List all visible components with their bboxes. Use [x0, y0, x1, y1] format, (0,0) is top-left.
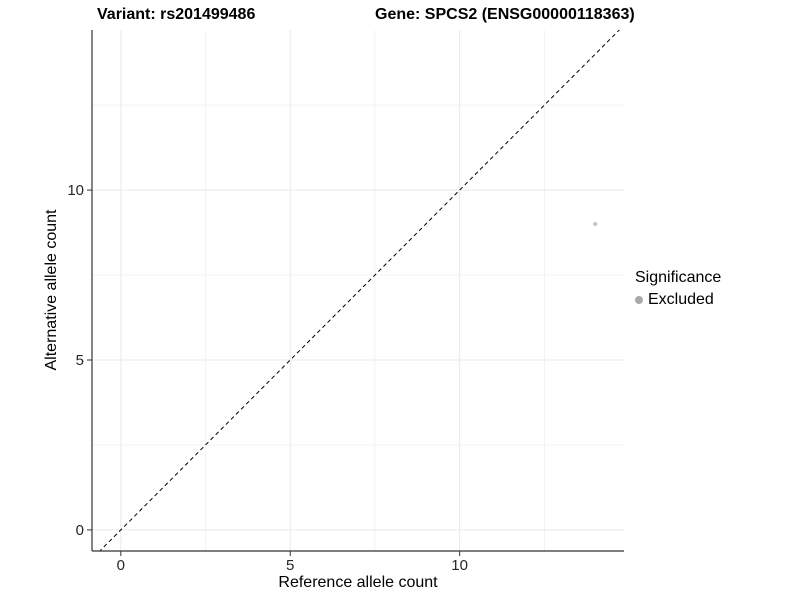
x-tick-label: 10 — [451, 557, 468, 574]
x-tick-label: 0 — [117, 557, 125, 574]
legend-item-label: Excluded — [648, 291, 714, 308]
identity-line — [99, 30, 620, 551]
x-axis-title: Reference allele count — [278, 574, 438, 591]
gene-title: Gene: SPCS2 (ENSG00000118363) — [375, 6, 635, 23]
legend-item-excluded: Excluded — [635, 291, 721, 309]
legend-point-icon — [635, 296, 643, 304]
y-tick-label: 0 — [76, 522, 84, 539]
y-axis-title: Alternative allele count — [43, 209, 60, 371]
variant-title: Variant: rs201499486 — [97, 6, 256, 23]
legend: Significance Excluded — [635, 268, 721, 309]
y-tick-label: 5 — [76, 352, 84, 369]
data-point — [593, 222, 598, 227]
x-tick-label: 5 — [286, 557, 294, 574]
y-tick-label: 10 — [67, 182, 84, 199]
legend-title: Significance — [635, 269, 722, 286]
